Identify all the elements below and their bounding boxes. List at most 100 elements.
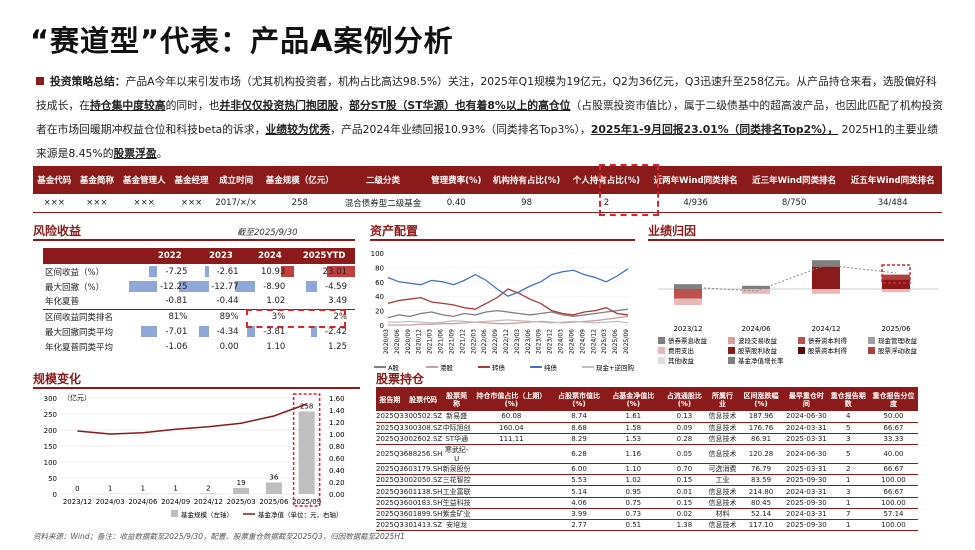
holdings-cell: 2025Q3	[376, 433, 404, 446]
fund-table-header: 基金规模（亿元）	[259, 166, 341, 194]
scale-unit-label: （亿元）	[63, 393, 91, 402]
fund-table-header: 近三年Wind同类排名	[744, 166, 844, 194]
asset-x-label: 2021/06	[438, 329, 445, 354]
risk-table-row: 年化夏普同类平均 -1.06 0.00 1.10 1.25	[43, 339, 355, 354]
holdings-cell: 2024-06-30	[785, 411, 828, 423]
holdings-cell: 33.33	[868, 433, 918, 446]
holdings-cell: 301413.SZ	[403, 519, 443, 532]
scale-bar-label: 1	[108, 485, 112, 493]
asset-y-tick: 0	[380, 322, 384, 330]
asset-legend-label: 纯债	[544, 363, 558, 372]
holdings-cell	[470, 485, 552, 498]
risk-cell-value: -0.81	[165, 296, 188, 307]
holdings-row: 2025Q3 603179.SH 新泉股份 6.00 1.10 0.70 可选消费 76.79…	[376, 463, 918, 476]
asset-legend-label: 现金+逆回购	[596, 363, 634, 372]
holdings-cell: 可选消费	[708, 463, 737, 476]
holdings-cell: 1	[827, 474, 869, 487]
holdings-header: 最早重仓时间	[785, 389, 828, 411]
asset-x-label: 2021/09	[448, 329, 455, 354]
holdings-cell: 5.14	[551, 485, 607, 498]
holdings-cell: 1	[827, 519, 869, 532]
holdings-row: 2025Q3 300502.SZ 新易盛 60.08 8.74 1.61 0.13 信息技术 1…	[376, 411, 918, 423]
risk-cell: 1.25	[293, 339, 355, 354]
risk-cell-value: -12.25	[159, 281, 188, 292]
holdings-cell: 0.70	[660, 463, 709, 476]
holdings-cell: 信息技术	[708, 422, 737, 434]
holdings-cell: 信息技术	[708, 519, 737, 532]
asset-x-label: 2021/12	[459, 329, 466, 354]
holdings-table: 报告期 股票代码 股票简称 持仓市值占比（上期）(%) 占股票市值比(%) 占基金净值比(…	[376, 389, 918, 532]
scale-legend-label: 基金净值（单位：元，右轴）	[258, 510, 343, 519]
asset-x-label: 2020/09	[405, 329, 412, 354]
holdings-cell: 0.73	[606, 508, 661, 521]
risk-cell-value: -3.81	[263, 326, 286, 337]
asset-series-line	[388, 319, 629, 324]
risk-row-label: 区间收益同类排名	[43, 308, 145, 324]
holdings-cell: 材料	[708, 508, 737, 521]
performance-attribution-chart: 2023/12 2024/06 2024/12 2025/06 债券票息收益 波段交易收益…	[658, 260, 938, 365]
attrib-bar-segment	[674, 289, 702, 299]
attrib-legend-swatch	[728, 357, 735, 364]
risk-cell-value: 3.49	[328, 296, 347, 307]
asset-legend-label: A股	[388, 364, 399, 372]
holdings-cell	[470, 474, 552, 487]
fund-table-header: 机构持有占比(%)	[486, 166, 567, 194]
holdings-cell: 4	[827, 411, 869, 423]
attrib-legend-label: 股票资本利得	[808, 346, 848, 355]
holdings-cell: 6.28	[551, 444, 607, 465]
attrib-bar-segment	[674, 298, 702, 305]
scale-change-chart: （亿元） 300 250 200 150 100 50 0 1.60 1.40 1.20 1.00 0.…	[44, 393, 345, 519]
summary-text-2: 的同时，也	[165, 99, 220, 112]
risk-data-bar	[327, 266, 355, 277]
holdings-cell: 50.00	[868, 411, 918, 423]
scale-x-label: 2024/03	[96, 498, 125, 506]
scale-bar-label: 2	[206, 484, 210, 492]
holdings-cell: 86.91	[736, 433, 786, 446]
holdings-cell: 8.29	[551, 433, 607, 446]
holdings-cell: 6.00	[551, 463, 607, 476]
holdings-cell: 信息技术	[708, 497, 737, 509]
scale-bar-label: 1	[141, 485, 145, 493]
risk-cell-value: 81%	[168, 311, 188, 322]
risk-cell: -1.06	[144, 339, 195, 354]
risk-data-bar	[198, 326, 209, 337]
holdings-cell: 111.11	[470, 433, 552, 446]
risk-cell: -2.42	[293, 324, 355, 339]
fund-table-cell: ×××	[170, 194, 213, 213]
holdings-cell: 0.09	[660, 422, 709, 434]
holdings-header: 重仓报告分位度	[868, 389, 918, 411]
institution-holding-highlight	[599, 164, 659, 216]
holdings-header: 占流通股比(%)	[660, 389, 709, 411]
holdings-cell: 0.51	[606, 519, 661, 532]
holdings-cell: 0.01	[660, 485, 709, 498]
scale-bar-label: 19	[237, 479, 246, 487]
asset-x-label: 2022/12	[503, 329, 510, 354]
asset-x-label: 2023/09	[536, 329, 543, 354]
attrib-legend-swatch	[658, 347, 665, 354]
holdings-cell: 2025Q3	[376, 497, 404, 509]
risk-cell-value: -12.77	[211, 281, 239, 292]
holdings-cell: 2025Q3	[376, 411, 404, 423]
holdings-cell	[470, 508, 552, 521]
holdings-cell: 83.59	[736, 474, 786, 487]
attrib-bar-segment	[742, 285, 770, 289]
asset-x-label: 2024/06	[568, 329, 575, 354]
risk-cell: -2.61	[195, 264, 246, 279]
attrib-legend-label: 费用支出	[668, 346, 694, 355]
risk-cell-value: 1.10	[266, 341, 286, 352]
risk-cell: 0.00	[195, 339, 246, 354]
scale-y-tick: 0	[53, 491, 57, 499]
fund-table-cell: 34/484	[843, 194, 942, 213]
scale-bar-label: 0	[75, 485, 79, 493]
holdings-cell: 214.80	[736, 485, 786, 498]
holdings-cell: 2024-03-31	[785, 508, 828, 521]
holdings-cell: 3	[827, 485, 869, 498]
risk-cell-value: -0.44	[216, 296, 239, 307]
risk-row-label: 年化夏普同类平均	[45, 342, 114, 353]
holdings-cell	[470, 497, 552, 509]
attrib-legend-swatch	[658, 337, 665, 344]
attrib-legend-label: 现金管理收益	[878, 336, 918, 345]
risk-cell: -4.34	[195, 324, 246, 339]
attrib-section-title: 业绩归因	[648, 224, 697, 238]
risk-table-header: 2024	[246, 248, 294, 264]
